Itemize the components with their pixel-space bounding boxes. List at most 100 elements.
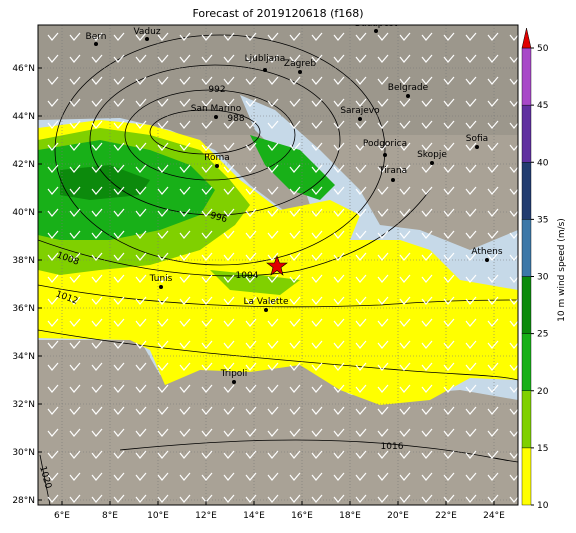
wind-barb — [487, 76, 499, 85]
wind-barb — [421, 208, 433, 217]
wind-barb — [47, 142, 59, 151]
wind-barb — [355, 252, 367, 261]
wind-barb — [311, 142, 323, 151]
wind-barb — [69, 362, 81, 371]
wind-barb — [443, 98, 455, 107]
wind-barb — [443, 318, 455, 327]
wind-barb — [311, 76, 323, 85]
wind-barb — [443, 340, 455, 349]
wind-barb — [157, 98, 169, 107]
city-dot — [358, 117, 362, 121]
wind-barb — [487, 120, 499, 129]
wind-barb — [355, 98, 367, 107]
wind-barb — [509, 232, 518, 239]
wind-barb — [69, 296, 81, 305]
wind-barb — [399, 318, 411, 327]
wind-barb — [509, 56, 518, 63]
wind-barb — [377, 274, 389, 283]
y-tick-label: 46°N — [12, 64, 35, 74]
wind-barb — [399, 406, 411, 415]
wind-barb — [135, 54, 147, 63]
wind-barb — [157, 340, 169, 349]
wind-barb — [289, 406, 301, 415]
wind-barb — [289, 98, 301, 107]
wind-barb — [91, 318, 103, 327]
wind-barb — [377, 384, 389, 393]
wind-barb — [443, 76, 455, 85]
wind-barb — [399, 32, 411, 41]
wind-barb — [509, 34, 518, 41]
wind-barb — [223, 120, 235, 129]
wind-barb — [487, 252, 499, 261]
wind-barb — [179, 208, 191, 217]
isobar-label: 992 — [208, 85, 225, 95]
wind-barb — [113, 142, 125, 151]
wind-barb — [245, 384, 257, 393]
wind-barb — [69, 186, 81, 195]
wind-barb — [487, 340, 499, 349]
wind-barb — [267, 494, 279, 503]
wind-barb — [465, 340, 477, 349]
wind-barb — [245, 32, 257, 41]
wind-barb — [157, 54, 169, 63]
wind-barb — [289, 274, 301, 283]
wind-barb — [223, 98, 235, 107]
wind-barb — [113, 428, 125, 437]
map-frame — [37, 24, 519, 506]
colorbar-segment — [521, 104, 532, 163]
wind-barb — [311, 230, 323, 239]
wind-barb — [377, 472, 389, 481]
colorbar-tick-label: 50 — [537, 44, 549, 54]
wind-barb — [399, 450, 411, 459]
wind-barb — [91, 186, 103, 195]
wind-barb — [333, 76, 345, 85]
y-tick-label: 34°N — [12, 352, 35, 362]
wind-barb — [113, 494, 125, 503]
wind-20-25-adriatic — [250, 135, 335, 200]
city-dot — [159, 285, 163, 289]
wind-barb — [311, 120, 323, 129]
wind-barb — [465, 142, 477, 151]
wind-barb — [333, 164, 345, 173]
city-dot — [485, 258, 489, 262]
wind-barb — [509, 386, 518, 393]
colorbar-segment — [521, 47, 532, 106]
wind-barb — [47, 362, 59, 371]
wind-barb — [201, 296, 213, 305]
wind-barb — [509, 298, 518, 305]
wind-barb — [421, 428, 433, 437]
wind-barb — [135, 406, 147, 415]
wind-barb — [289, 54, 301, 63]
x-tick-label: 8°E — [102, 511, 118, 521]
wind-barb — [135, 208, 147, 217]
city-dot — [263, 68, 267, 72]
wind-barb — [91, 472, 103, 481]
wind-barb — [47, 164, 59, 173]
wind-barb — [69, 340, 81, 349]
city-label: Bern — [86, 32, 107, 42]
wind-barb — [113, 252, 125, 261]
wind-barb — [399, 252, 411, 261]
isobar-label: 1004 — [236, 271, 259, 281]
wind-barb — [289, 472, 301, 481]
wind-barb — [157, 32, 169, 41]
wind-barb — [245, 274, 257, 283]
city-dot — [214, 115, 218, 119]
wind-barb — [267, 340, 279, 349]
wind-barb — [377, 142, 389, 151]
wind-barb — [201, 362, 213, 371]
wind-barb — [267, 164, 279, 173]
wind-barb — [113, 98, 125, 107]
wind-barb — [47, 318, 59, 327]
wind-barb — [135, 384, 147, 393]
x-tick-label: 20°E — [387, 511, 409, 521]
wind-barb — [355, 274, 367, 283]
wind-barb — [47, 252, 59, 261]
wind-barb — [179, 32, 191, 41]
wind-barb — [421, 274, 433, 283]
wind-barb — [69, 142, 81, 151]
wind-barb — [421, 252, 433, 261]
wind-barb — [289, 450, 301, 459]
wind-barb — [69, 120, 81, 129]
